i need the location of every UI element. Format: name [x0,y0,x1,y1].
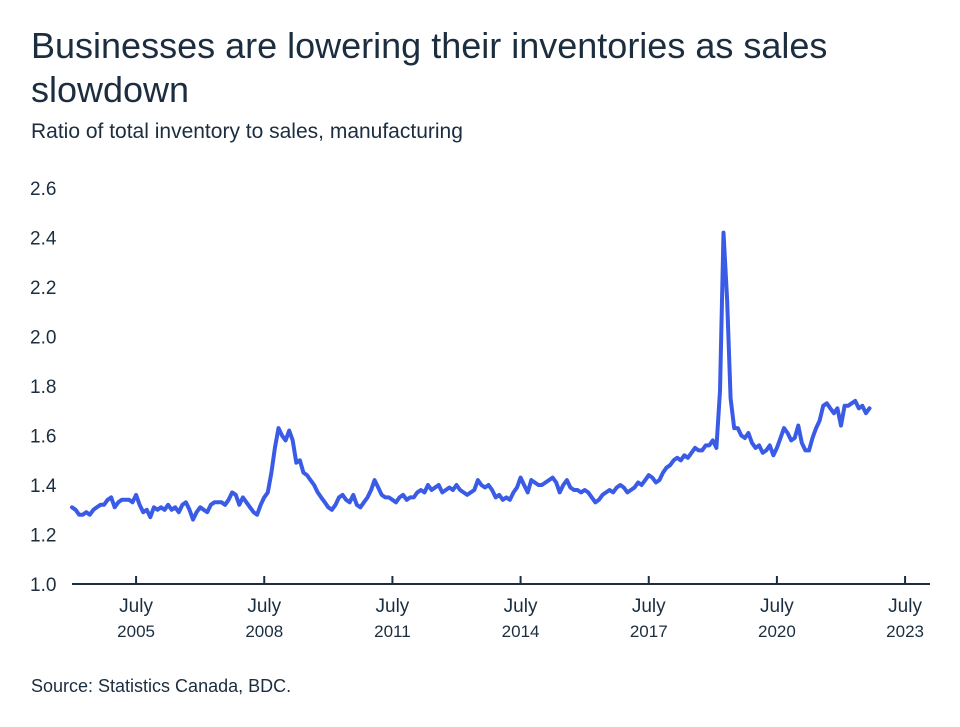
y-tick-label: 1.0 [30,575,56,596]
x-tick-label-month: July [632,596,666,617]
x-tick-label-year: 2020 [758,622,796,641]
x-tick-label-month: July [247,596,281,617]
series-line [70,230,872,522]
x-tick-label-month: July [376,596,410,617]
y-tick-label: 1.2 [30,526,56,547]
x-tick-label-year: 2011 [374,622,411,641]
x-tick-label-month: July [760,596,794,617]
y-tick-label: 1.6 [30,427,56,448]
y-tick-label: 2.0 [30,328,56,349]
x-tick-label-year: 2005 [117,622,155,641]
y-tick-label: 2.4 [30,229,57,250]
y-tick-label: 1.4 [30,476,57,497]
chart-subtitle: Ratio of total inventory to sales, manuf… [31,120,463,143]
chart-title: Businesses are lowering their inventorie… [31,25,828,110]
y-tick-label: 2.6 [30,179,56,200]
x-axis-ticks: July 2005 July 2008 July 2011 July 2014 July 2017… [117,576,924,641]
y-tick-label: 2.2 [30,278,56,299]
x-tick-label-month: July [888,596,922,617]
x-tick-label-year: 2017 [630,622,668,641]
source-note: Source: Statistics Canada, BDC. [31,676,292,696]
x-tick-label-month: July [504,596,538,617]
y-tick-label: 1.8 [30,377,56,398]
x-tick-label-year: 2023 [886,622,924,641]
x-tick-label-month: July [119,596,153,617]
y-axis-tick-labels: 1.0 1.2 1.4 1.6 1.8 2.0 2.2 2.4 2.6 [30,179,57,596]
x-tick-label-year: 2008 [245,622,283,641]
x-tick-label-year: 2014 [502,622,540,641]
